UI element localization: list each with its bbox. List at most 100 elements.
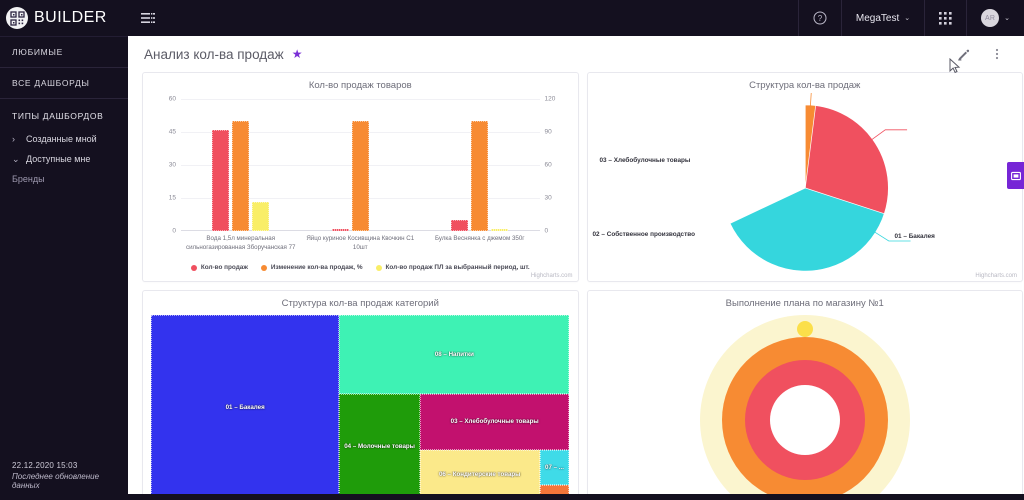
treemap-label: 06 – Кондитерские товары [438, 470, 521, 478]
y-axis-right-tick: 90 [544, 128, 552, 136]
treemap-cell-07[interactable]: 07 – ... [539, 449, 570, 486]
treemap[interactable]: 01 – Бакалея 08 – Напитки 04 – Молочные … [151, 315, 570, 499]
dashboard-header: Анализ кол-ва продаж ★ [128, 36, 1024, 72]
sidebar-item-created-by-me[interactable]: › Созданные мной [0, 129, 128, 149]
treemap-cell-bakery[interactable]: 03 – Хлебобулочные товары [419, 394, 570, 450]
star-favorite-icon[interactable]: ★ [291, 47, 303, 61]
dashboard-content: Кол-во продаж товаров 60 45 [128, 72, 1024, 500]
chart-body: 03 – Хлебобулочные товары 02 – Собственн… [588, 88, 1023, 281]
pie-label-own-production: 02 – Собственное производство [592, 231, 695, 238]
bar-sales-count[interactable] [212, 129, 230, 231]
topbar: ? MegaTest ⌄ AR ⌄ [128, 0, 1024, 36]
legend-item-sales-change[interactable]: Изменение кол-ва продаж, % [260, 264, 363, 271]
pie-svg[interactable] [588, 88, 1023, 281]
chart-body [588, 311, 1023, 499]
bar-sales-change[interactable] [471, 121, 489, 231]
last-update-timestamp: 22.12.2020 15:03 [12, 461, 78, 470]
sidebar-footer: 22.12.2020 15:03 Последнее обновление да… [0, 461, 128, 500]
widget-sales-structure-pie: Структура кол-ва продаж 03 – Хлебобулочн… [586, 72, 1023, 282]
treemap-label: 01 – Бакалея [225, 403, 265, 411]
treemap-subcolumn: 03 – Хлебобулочные товары 06 – Кондитерс… [419, 394, 570, 499]
y-axis-right-tick: 0 [544, 227, 549, 235]
sidebar-section-title: ТИПЫ ДАШБОРДОВ [12, 111, 104, 121]
sidebar-item-created-by-me-label: Созданные мной [26, 134, 97, 144]
panel-toggle-icon[interactable] [1007, 162, 1024, 189]
hamburger-menu-icon[interactable] [128, 12, 168, 24]
help-circle-icon[interactable]: ? [797, 0, 841, 36]
pie-chart[interactable]: 03 – Хлебобулочные товары 02 – Собственн… [588, 88, 1023, 281]
sidebar-item-favorites[interactable]: ЛЮБИМЫЕ [12, 47, 64, 57]
bar-chart[interactable]: 60 45 30 15 0 120 90 60 30 0 [143, 93, 578, 281]
sidebar-item-all-dashboards[interactable]: ВСЕ ДАШБОРДЫ [12, 78, 90, 88]
pie-label-bakery: 03 – Хлебобулочные товары [599, 157, 691, 164]
treemap-label: 08 – Напитки [434, 351, 474, 359]
last-update-note: Последнее обновление данных [12, 472, 100, 490]
more-vertical-icon[interactable] [984, 41, 1010, 67]
qr-logo-icon [6, 7, 28, 29]
gauge-chart[interactable] [588, 311, 1023, 499]
bar-sales-count[interactable] [331, 229, 349, 231]
bar-group [420, 99, 540, 231]
bar-sales-pl[interactable] [491, 228, 509, 231]
legend-label: Изменение кол-ва продаж, % [270, 264, 363, 271]
sidebar-subitem-brands[interactable]: Бренды [12, 174, 45, 184]
widget-sales-bar-chart: Кол-во продаж товаров 60 45 [142, 72, 579, 282]
y-axis-left-tick: 45 [168, 128, 176, 136]
ring-stack [699, 315, 910, 499]
treemap-cell-confectionery[interactable]: 06 – Кондитерские товары [419, 449, 540, 499]
legend-item-sales-count[interactable]: Кол-во продаж [190, 264, 248, 271]
treemap-label: 04 – Молочные товары [344, 443, 415, 451]
highcharts-credit[interactable]: Highcharts.com [530, 273, 573, 279]
tenant-selector[interactable]: MegaTest ⌄ [840, 0, 924, 36]
sidebar-item-available-to-me[interactable]: ⌄ Доступные мне [0, 149, 128, 169]
gauge-progress-dot[interactable] [796, 321, 813, 337]
legend-item-sales-pl[interactable]: Кол-во продаж ПЛ за выбранный период, шт… [375, 264, 530, 271]
user-menu[interactable]: AR ⌄ [966, 0, 1024, 36]
x-axis-label: Яйцо куриное Косивщина Квочкин С1 10шт [306, 235, 415, 252]
pie-label-grocery: 01 – Бакалея [894, 233, 935, 240]
widget-grid: Кол-во продаж товаров 60 45 [142, 72, 1024, 500]
legend-label: Кол-во продаж ПЛ за выбранный период, шт… [385, 264, 530, 271]
gridline [181, 99, 540, 100]
highcharts-credit[interactable]: Highcharts.com [975, 273, 1017, 279]
treemap-subrow: 04 – Молочные товары 03 – Хлебобулочные … [339, 394, 570, 499]
brand[interactable]: BUILDER [0, 0, 128, 36]
treemap-cell-dairy[interactable]: 04 – Молочные товары [339, 394, 420, 499]
sidebar-item-available-to-me-label: Доступные мне [26, 154, 91, 164]
x-axis-label: Булка Веснянка с джемом 350г [434, 235, 525, 243]
avatar: AR [981, 9, 1000, 27]
bar-sales-change[interactable] [232, 121, 250, 231]
chart-title: Выполнение плана по магазину №1 [725, 298, 884, 309]
bar-sales-count[interactable] [451, 220, 469, 231]
mouse-cursor-icon [949, 58, 961, 74]
chevron-right-icon: › [12, 133, 15, 144]
sidebar-nav: ЛЮБИМЫЕ ВСЕ ДАШБОРДЫ [0, 36, 128, 99]
bar-groups [181, 99, 540, 231]
bar-group [301, 99, 421, 231]
pie-label-connector [869, 129, 907, 141]
legend-swatch [190, 264, 197, 271]
chart-legend: Кол-во продаж Изменение кол-ва продаж, %… [143, 264, 578, 271]
chart-body: 01 – Бакалея 08 – Напитки 04 – Молочные … [143, 311, 578, 499]
y-axis-left-tick: 15 [168, 194, 176, 202]
treemap-label: 03 – Хлебобулочные товары [450, 418, 539, 426]
bar-sales-change[interactable] [351, 121, 369, 231]
sidebar: BUILDER ЛЮБИМЫЕ ВСЕ ДАШБОРДЫ ТИПЫ ДАШБОР… [0, 0, 128, 500]
y-axis-left-tick: 60 [168, 95, 176, 103]
treemap-cell-drinks[interactable]: 08 – Напитки [339, 315, 570, 395]
legend-label: Кол-во продаж [200, 264, 248, 271]
apps-grid-icon[interactable] [924, 0, 966, 36]
svg-text:?: ? [818, 14, 823, 23]
edit-pencil-icon[interactable] [950, 41, 976, 67]
gauge-center-hole [769, 385, 840, 455]
main-area: ? MegaTest ⌄ AR ⌄ [128, 0, 1024, 500]
bar-sales-pl[interactable] [252, 202, 270, 231]
x-axis-labels: Вода 1,5л минеральная сильногазированная… [181, 235, 540, 253]
chevron-down-icon: ⌄ [1004, 15, 1010, 22]
widget-category-treemap: Структура кол-ва продаж категорий 01 – Б… [142, 290, 579, 500]
chevron-down-icon: ⌄ [12, 153, 20, 164]
y-axis-right-tick: 60 [544, 161, 552, 169]
widget-plan-completion-gauge: Выполнение плана по магазину №1 [586, 290, 1023, 500]
treemap-cell-grocery[interactable]: 01 – Бакалея [151, 315, 340, 499]
brand-name: BUILDER [34, 9, 107, 26]
